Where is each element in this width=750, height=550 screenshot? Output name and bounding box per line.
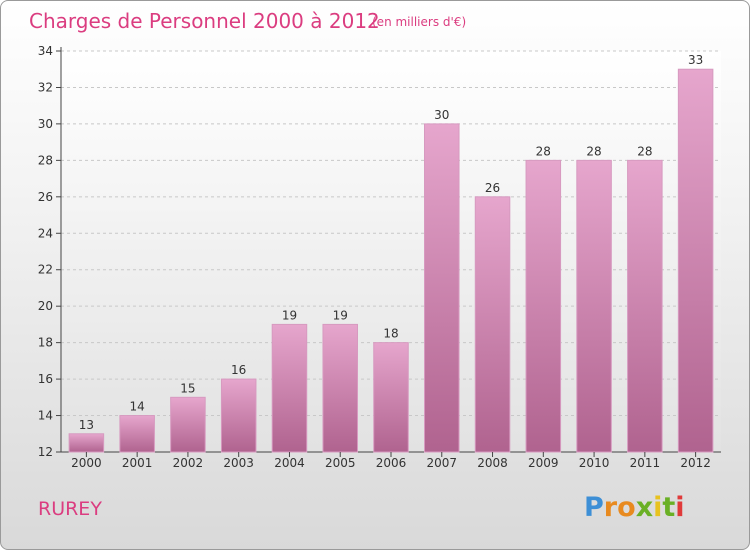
bar-2005 — [322, 323, 358, 453]
y-tick-label: 24 — [38, 226, 53, 240]
x-tick-label: 2008 — [477, 456, 508, 470]
x-tick-label: 2007 — [426, 456, 457, 470]
bar-2001 — [119, 415, 155, 453]
value-label: 33 — [688, 53, 703, 67]
chart-title: Charges de Personnel 2000 à 2012 — [29, 9, 380, 33]
value-labels: 13 14 15 16 19 19 18 30 26 28 28 28 33 — [79, 53, 704, 432]
value-label: 15 — [180, 381, 195, 395]
x-tick-label: 2000 — [71, 456, 102, 470]
y-tick-label: 30 — [38, 117, 53, 131]
x-tick-labels: 2000 2001 2002 2003 2004 2005 2006 2007 2008 2009… — [71, 452, 711, 470]
y-tick-label: 18 — [38, 336, 53, 350]
bar-2004 — [271, 323, 308, 453]
value-label: 14 — [130, 400, 145, 414]
x-tick-label: 2002 — [173, 456, 204, 470]
x-tick-label: 2012 — [680, 456, 711, 470]
value-label: 30 — [434, 108, 449, 122]
x-tick-label: 2003 — [223, 456, 254, 470]
y-tick-label: 20 — [38, 299, 53, 313]
x-tick-label: 2001 — [122, 456, 153, 470]
logo-letter: i — [675, 492, 684, 523]
logo-letter: x — [636, 492, 653, 523]
x-tick-label: 2010 — [579, 456, 610, 470]
y-tick-label: 32 — [38, 80, 53, 94]
y-tick-label: 12 — [38, 445, 53, 459]
x-tick-label: 2011 — [630, 456, 661, 470]
proxiti-logo: Proxiti — [584, 492, 685, 523]
bar-2000 — [68, 433, 105, 453]
x-tick-label: 2005 — [325, 456, 356, 470]
value-label: 28 — [586, 144, 601, 158]
logo-letter: o — [617, 492, 636, 523]
value-label: 19 — [282, 308, 297, 322]
value-label: 18 — [383, 327, 398, 341]
y-tick-label: 34 — [38, 44, 53, 58]
bar-2009 — [525, 159, 562, 453]
value-label: 26 — [485, 181, 500, 195]
y-tick-label: 28 — [38, 153, 53, 167]
bar-2012 — [677, 68, 714, 453]
bar-2002 — [170, 396, 206, 453]
x-tick-label: 2009 — [528, 456, 559, 470]
value-label: 13 — [79, 418, 94, 432]
x-tick-label: 2004 — [274, 456, 305, 470]
bar-2007 — [424, 123, 460, 453]
logo-letter: t — [662, 492, 675, 523]
y-tick-label: 22 — [38, 263, 53, 277]
logo-letter: i — [653, 492, 662, 523]
bar-2006 — [373, 342, 409, 453]
bar-2003 — [220, 378, 257, 453]
x-tick-label: 2006 — [376, 456, 407, 470]
bar-2010 — [576, 159, 612, 453]
place-name: RUREY — [38, 498, 102, 520]
logo-letter: r — [604, 492, 618, 523]
bar-2008 — [474, 196, 511, 453]
y-tick-label: 16 — [38, 372, 53, 386]
value-label: 16 — [231, 363, 246, 377]
value-label: 28 — [536, 144, 551, 158]
y-tick-label: 14 — [38, 409, 53, 423]
chart-subtitle: (en milliers d'€) — [372, 15, 466, 29]
bar-2011 — [627, 159, 663, 453]
logo-letter: P — [584, 492, 604, 523]
bars — [68, 68, 714, 453]
y-tick-label: 26 — [38, 190, 53, 204]
y-tick-labels: 12 14 16 18 20 22 24 26 28 30 32 34 — [38, 44, 53, 459]
value-label: 19 — [333, 308, 348, 322]
value-label: 28 — [637, 144, 652, 158]
